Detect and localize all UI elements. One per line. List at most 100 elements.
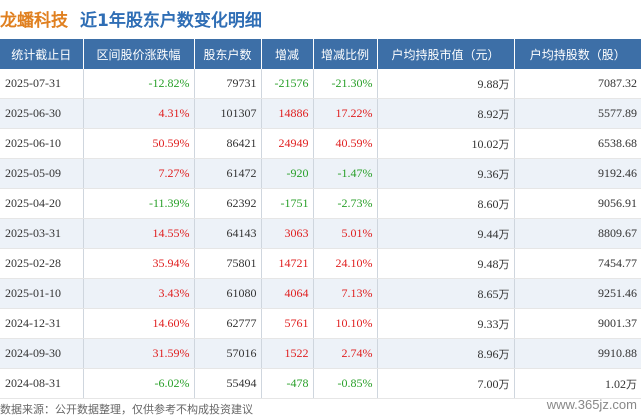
table-row: 2025-06-10 50.59% 86421 24949 40.59% 10.02万 65… xyxy=(0,128,641,159)
cell-delta-pct: 40.59% xyxy=(313,128,378,159)
cell-avg-shares: 5577.89 xyxy=(514,98,641,129)
cell-delta: 5761 xyxy=(261,308,314,339)
cell-avg-value: 9.48万 xyxy=(377,248,515,279)
col-header-holders: 股东户数 xyxy=(194,39,262,69)
cell-avg-value: 7.00万 xyxy=(377,368,515,399)
cell-holders: 62777 xyxy=(194,308,262,339)
cell-delta: 1522 xyxy=(261,338,314,369)
cell-avg-shares: 1.02万 xyxy=(514,368,641,399)
table-header-row: 统计截止日 区间股价涨跌幅 股东户数 增减 增减比例 户均持股市值（元） 户均持… xyxy=(0,39,641,69)
avg-value-number: 9.36 xyxy=(477,166,499,181)
cell-avg-shares: 9192.46 xyxy=(514,158,641,189)
cell-date: 2025-04-20 xyxy=(0,188,84,219)
cell-avg-value: 8.65万 xyxy=(377,278,515,309)
page-title: 近1年股东户数变化明细 xyxy=(80,10,262,31)
cell-date: 2024-09-30 xyxy=(0,338,84,369)
avg-value-number: 8.65 xyxy=(477,286,499,301)
cell-delta-pct: 10.10% xyxy=(313,308,378,339)
cell-avg-value: 9.88万 xyxy=(377,69,515,99)
col-header-avg-value: 户均持股市值（元） xyxy=(377,39,515,69)
avg-shares-number: 9056.91 xyxy=(598,196,637,210)
data-source-note: 数据来源：公开数据整理，仅供参考不构成投资建议 xyxy=(0,403,253,416)
cell-date: 2025-01-10 xyxy=(0,278,84,309)
avg-value-unit: 万 xyxy=(498,167,510,181)
shareholder-table: 统计截止日 区间股价涨跌幅 股东户数 增减 增减比例 户均持股市值（元） 户均持… xyxy=(0,39,641,399)
avg-shares-number: 5577.89 xyxy=(598,106,637,120)
cell-avg-shares: 8809.67 xyxy=(514,218,641,249)
cell-price-change: 31.59% xyxy=(83,338,195,369)
avg-shares-unit: 万 xyxy=(626,377,637,391)
cell-delta: 24949 xyxy=(261,128,314,159)
avg-value-number: 9.33 xyxy=(477,316,499,331)
cell-holders: 55494 xyxy=(194,368,262,399)
cell-delta: -478 xyxy=(261,368,314,399)
avg-value-number: 9.88 xyxy=(477,76,499,91)
avg-value-unit: 万 xyxy=(498,347,510,361)
cell-holders: 101307 xyxy=(194,98,262,129)
cell-avg-shares: 7087.32 xyxy=(514,69,641,99)
cell-avg-value: 9.44万 xyxy=(377,218,515,249)
col-header-avg-shares: 户均持股数（股） xyxy=(514,39,641,69)
avg-value-unit: 万 xyxy=(498,227,510,241)
table-body: 2025-07-31 -12.82% 79731 -21576 -21.30% 9.88万… xyxy=(0,69,641,399)
cell-holders: 62392 xyxy=(194,188,262,219)
cell-avg-value: 8.96万 xyxy=(377,338,515,369)
table-row: 2025-07-31 -12.82% 79731 -21576 -21.30% 9.88万… xyxy=(0,69,641,99)
avg-value-unit: 万 xyxy=(498,287,510,301)
cell-price-change: 35.94% xyxy=(83,248,195,279)
cell-price-change: 50.59% xyxy=(83,128,195,159)
table-row: 2025-05-09 7.27% 61472 -920 -1.47% 9.36万 9192.… xyxy=(0,158,641,189)
cell-avg-shares: 9910.88 xyxy=(514,338,641,369)
cell-date: 2025-03-31 xyxy=(0,218,84,249)
cell-price-change: 3.43% xyxy=(83,278,195,309)
cell-date: 2024-08-31 xyxy=(0,368,84,399)
site-watermark: www.365jz.com xyxy=(546,397,637,412)
cell-avg-value: 9.33万 xyxy=(377,308,515,339)
avg-value-number: 9.48 xyxy=(477,256,499,271)
cell-avg-shares: 9251.46 xyxy=(514,278,641,309)
table-row: 2025-01-10 3.43% 61080 4064 7.13% 8.65万 9251.4… xyxy=(0,278,641,309)
cell-avg-value: 8.92万 xyxy=(377,98,515,129)
cell-holders: 64143 xyxy=(194,218,262,249)
cell-avg-shares: 6538.68 xyxy=(514,128,641,159)
avg-value-unit: 万 xyxy=(498,197,510,211)
col-header-delta: 增减 xyxy=(261,39,314,69)
cell-holders: 75801 xyxy=(194,248,262,279)
cell-delta: 14886 xyxy=(261,98,314,129)
avg-value-number: 8.60 xyxy=(477,196,499,211)
avg-value-number: 7.00 xyxy=(477,376,499,391)
avg-shares-number: 7087.32 xyxy=(598,76,637,90)
avg-value-unit: 万 xyxy=(498,137,510,151)
cell-delta: -21576 xyxy=(261,69,314,99)
cell-date: 2024-12-31 xyxy=(0,308,84,339)
cell-delta-pct: 24.10% xyxy=(313,248,378,279)
cell-date: 2025-07-31 xyxy=(0,69,84,99)
cell-holders: 61080 xyxy=(194,278,262,309)
avg-value-number: 9.44 xyxy=(477,226,499,241)
table-row: 2025-06-30 4.31% 101307 14886 17.22% 8.92万 557… xyxy=(0,98,641,129)
avg-shares-number: 9192.46 xyxy=(598,166,637,180)
cell-holders: 79731 xyxy=(194,69,262,99)
cell-avg-value: 9.36万 xyxy=(377,158,515,189)
cell-date: 2025-05-09 xyxy=(0,158,84,189)
company-name: 龙蟠科技 xyxy=(0,10,68,31)
cell-holders: 61472 xyxy=(194,158,262,189)
cell-delta-pct: 5.01% xyxy=(313,218,378,249)
table-row: 2025-04-20 -11.39% 62392 -1751 -2.73% 8.60万 90… xyxy=(0,188,641,219)
avg-shares-number: 9251.46 xyxy=(598,286,637,300)
table-row: 2025-02-28 35.94% 75801 14721 24.10% 9.48万 745… xyxy=(0,248,641,279)
cell-price-change: 14.60% xyxy=(83,308,195,339)
cell-holders: 57016 xyxy=(194,338,262,369)
title-bar: 龙蟠科技 近1年股东户数变化明细 xyxy=(0,0,641,36)
avg-shares-number: 7454.77 xyxy=(598,256,637,270)
cell-avg-value: 10.02万 xyxy=(377,128,515,159)
col-header-date: 统计截止日 xyxy=(0,39,84,69)
cell-delta: 14721 xyxy=(261,248,314,279)
cell-avg-shares: 9001.37 xyxy=(514,308,641,339)
cell-price-change: 4.31% xyxy=(83,98,195,129)
avg-value-unit: 万 xyxy=(498,317,510,331)
avg-value-number: 8.96 xyxy=(477,346,499,361)
avg-value-number: 10.02 xyxy=(471,136,499,151)
cell-price-change: -6.02% xyxy=(83,368,195,399)
cell-delta-pct: 7.13% xyxy=(313,278,378,309)
